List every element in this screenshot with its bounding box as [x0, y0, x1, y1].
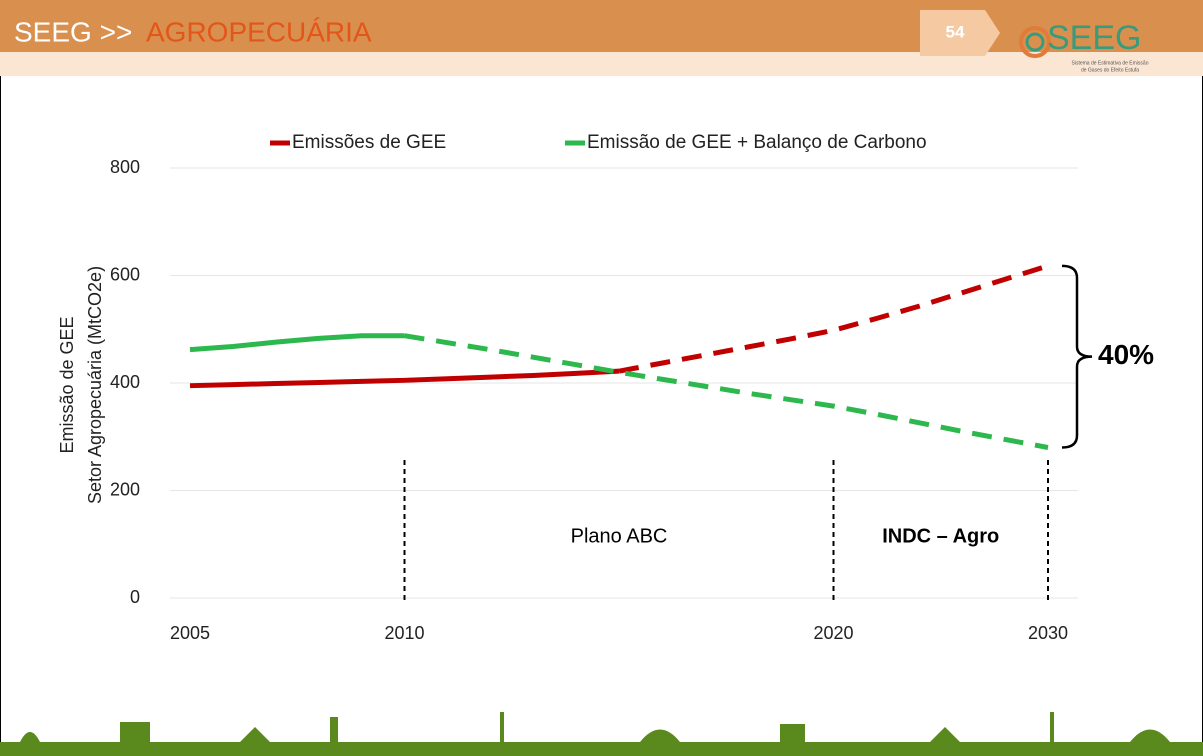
logo-text: SEEG	[1047, 19, 1141, 57]
legend-label: Emissão de GEE + Balanço de Carbono	[587, 132, 927, 153]
period-label: Plano ABC	[571, 525, 668, 547]
brace-label: 40%	[1098, 339, 1154, 370]
y-tick-label: 400	[110, 372, 140, 392]
logo-subtitle: de Gases do Efeito Estufa	[1081, 67, 1139, 73]
y-tick-label: 800	[110, 157, 140, 177]
sub-band	[0, 52, 1203, 76]
y-axis-label: Setor Agropecuária (MtCO2e)	[85, 266, 105, 504]
y-tick-label: 200	[110, 479, 140, 499]
period-label: INDC – Agro	[882, 525, 999, 547]
y-axis-label: Emissão de GEE	[57, 316, 77, 453]
x-tick-label: 2020	[813, 623, 853, 643]
y-tick-label: 600	[110, 264, 140, 284]
x-tick-label: 2030	[1028, 623, 1068, 643]
slide-title: AGROPECUÁRIA	[146, 16, 372, 47]
legend-label: Emissões de GEE	[292, 132, 446, 153]
y-tick-label: 0	[130, 587, 140, 607]
slide: SEEG >> AGROPECUÁRIA 54 SEEG Sistema de …	[0, 0, 1203, 756]
page-number: 54	[946, 22, 965, 41]
logo-subtitle: Sistema de Estimativa de Emissão	[1072, 60, 1149, 66]
x-tick-label: 2005	[170, 623, 210, 643]
title-prefix: SEEG >>	[14, 16, 132, 47]
x-tick-label: 2010	[384, 623, 424, 643]
